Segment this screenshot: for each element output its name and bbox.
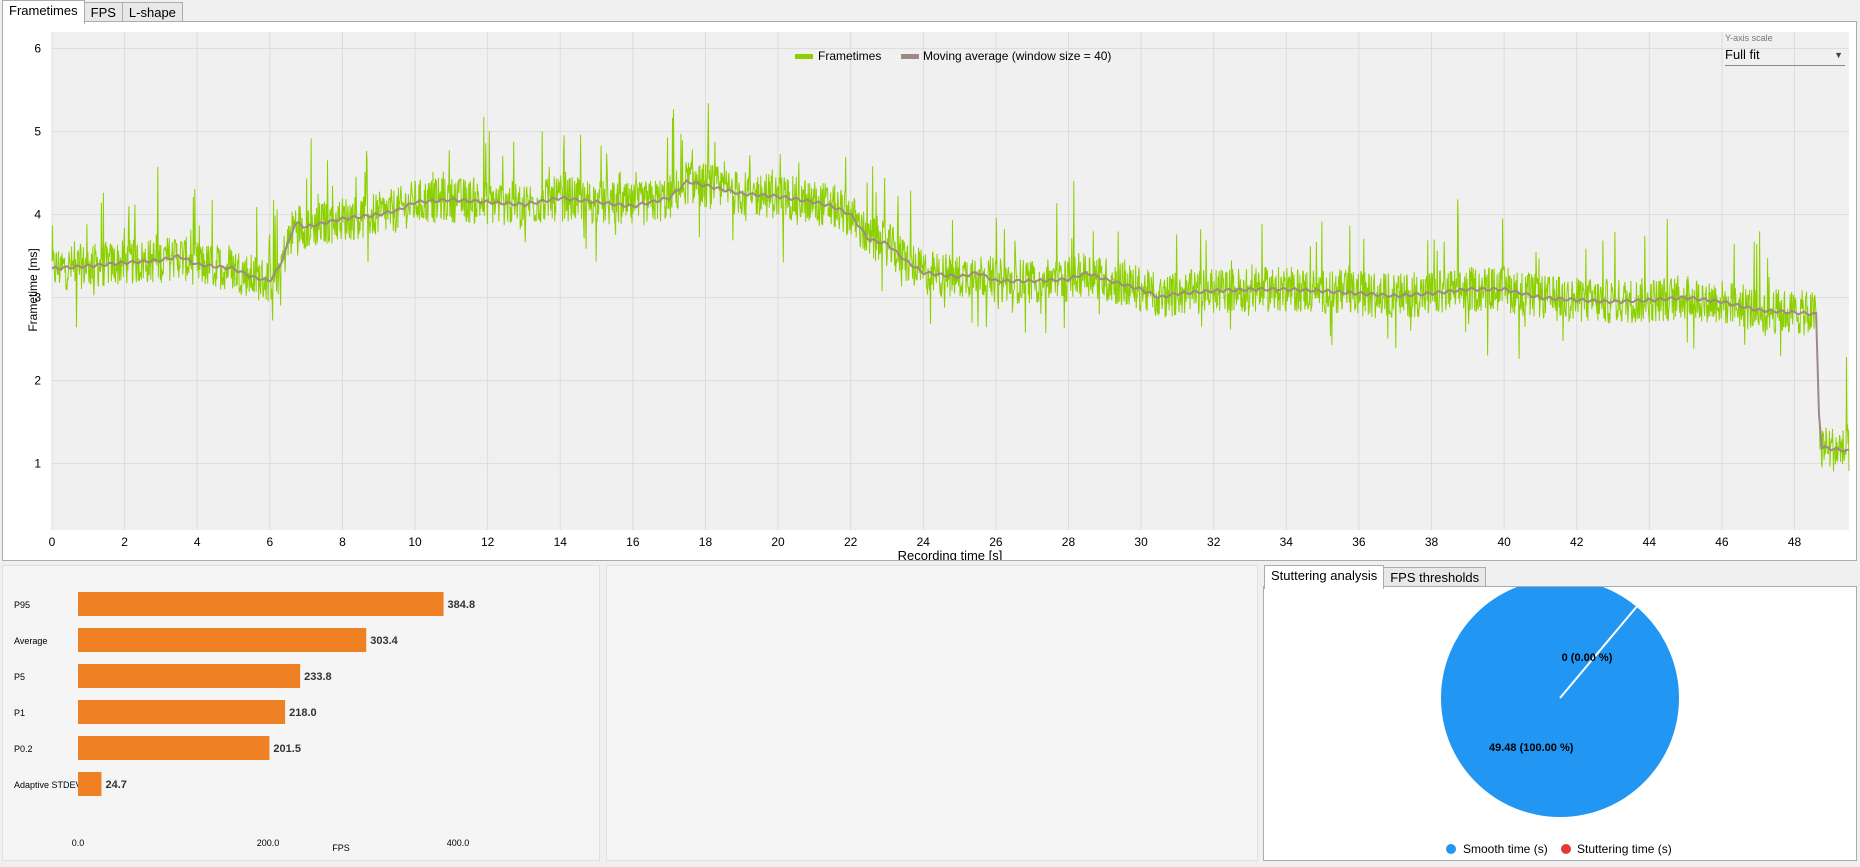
bar [78, 772, 102, 796]
x-tick-label: 200.0 [257, 838, 280, 848]
x-tick-label: 30 [1134, 535, 1148, 549]
bar-category-label: Average [14, 636, 47, 646]
y-tick-label: 2 [34, 374, 41, 388]
x-tick-label: 34 [1280, 535, 1294, 549]
x-tick-label: 400.0 [447, 838, 470, 848]
pie-label-stuttering: 0 (0.00 %) [1562, 652, 1613, 664]
legend-dot-stuttering [1561, 844, 1571, 854]
y-tick-label: 1 [34, 457, 41, 471]
top-tabstrip: Frametimes FPS L-shape [2, 0, 183, 24]
bar-category-label: P1 [14, 708, 25, 718]
bar-value-label: 303.4 [370, 635, 398, 647]
x-tick-label: 48 [1788, 535, 1802, 549]
legend-swatch-moving-average [901, 54, 919, 59]
y-axis-scale-dropdown[interactable]: Y-axis scale Full fit ▼ [1725, 33, 1845, 66]
bar [78, 736, 270, 760]
y-tick-label: 3 [34, 291, 41, 305]
y-tick-label: 5 [34, 125, 41, 139]
x-tick-label: 44 [1643, 535, 1657, 549]
y-axis-scale-label: Y-axis scale [1725, 33, 1773, 43]
frametimes-series-line [51, 103, 1850, 472]
x-axis-label: FPS [332, 843, 350, 853]
bar-value-label: 233.8 [304, 671, 332, 683]
bar [78, 664, 301, 688]
tab-frametimes[interactable]: Frametimes [2, 0, 85, 24]
y-axis-scale-value: Full fit [1725, 47, 1760, 62]
x-tick-label: 12 [481, 535, 495, 549]
fps-bar-chart-panel: FPS P95 384.8 Average 303.4 P5 233.8 P1 218.0 P0… [2, 565, 600, 861]
bar-category-label: P0.2 [14, 744, 33, 754]
x-tick-labels: 0 2 4 6 8 10 12 14 16 18 20 22 24 26 28 30 32 34 36 38 40 42 4… [49, 535, 1802, 549]
bar-category-label: P95 [14, 600, 30, 610]
pie-slices [1441, 587, 1679, 817]
y-tick-label: 6 [34, 42, 41, 56]
bar-category-label: Adaptive STDEV [14, 780, 82, 790]
stuttering-pie-chart: Smooth time (s) Stuttering time (s) 49.4… [1441, 587, 1679, 856]
x-tick-label: 14 [554, 535, 568, 549]
bar-value-label: 201.5 [273, 743, 301, 755]
moving-average-series-line [51, 178, 1850, 454]
pie-slice [1559, 606, 1638, 699]
legend[interactable]: Frametimes Moving average (window size =… [795, 49, 1111, 63]
x-tick-label: 42 [1570, 535, 1584, 549]
empty-panel [606, 565, 1258, 861]
x-tick-label: 8 [339, 535, 346, 549]
x-tick-label: 26 [989, 535, 1003, 549]
stuttering-pie-panel: Smooth time (s) Stuttering time (s) 49.4… [1263, 586, 1857, 861]
y-tick-label: 4 [34, 208, 41, 222]
pie-slice [1441, 587, 1679, 817]
tab-fps-thresholds[interactable]: FPS thresholds [1383, 567, 1487, 589]
x-axis-label: Recording time [s] [898, 548, 1003, 560]
x-tick-label: 38 [1425, 535, 1439, 549]
x-tick-label: 18 [699, 535, 713, 549]
x-tick-label: 4 [194, 535, 201, 549]
x-tick-label: 36 [1352, 535, 1366, 549]
analysis-tabstrip: Stuttering analysis FPS thresholds [1264, 565, 1487, 589]
tab-fps[interactable]: FPS [83, 2, 123, 24]
x-tick-label: 2 [121, 535, 128, 549]
bar [78, 628, 367, 652]
x-tick-label: 6 [266, 535, 273, 549]
x-tick-label: 22 [844, 535, 858, 549]
x-tick-label: 28 [1062, 535, 1076, 549]
tab-l-shape[interactable]: L-shape [121, 2, 183, 24]
legend-label-stuttering: Stuttering time (s) [1577, 842, 1672, 856]
y-axis-label: Frametime [ms] [26, 248, 40, 331]
pie-label-smooth: 49.48 (100.00 %) [1489, 742, 1574, 754]
bar-value-label: 24.7 [105, 779, 126, 791]
fps-bar-chart: FPS P95 384.8 Average 303.4 P5 233.8 P1 218.0 P0… [14, 592, 476, 853]
x-tick-label: 40 [1497, 535, 1511, 549]
legend-label-moving-average: Moving average (window size = 40) [923, 49, 1111, 63]
legend-dot-smooth [1446, 844, 1456, 854]
x-tick-label: 24 [917, 535, 931, 549]
y-axis-scale-select[interactable]: Full fit ▼ [1725, 45, 1845, 66]
x-tick-label: 0.0 [72, 838, 85, 848]
legend-label-smooth: Smooth time (s) [1463, 842, 1548, 856]
x-tick-label: 20 [771, 535, 785, 549]
bar-category-label: P5 [14, 672, 25, 682]
x-tick-label: 46 [1715, 535, 1729, 549]
tab-stuttering-analysis[interactable]: Stuttering analysis [1264, 565, 1385, 589]
bar-value-label: 218.0 [289, 707, 317, 719]
y-tick-labels: 1 2 3 4 5 6 [34, 42, 41, 471]
chevron-down-icon[interactable]: ▼ [1834, 50, 1843, 60]
legend-swatch-frametimes [795, 54, 813, 59]
legend-label-frametimes: Frametimes [818, 49, 881, 63]
x-tick-label: 16 [626, 535, 640, 549]
bar [78, 700, 286, 724]
x-tick-label: 0 [49, 535, 56, 549]
x-tick-label: 32 [1207, 535, 1221, 549]
bar [78, 592, 444, 616]
pie-legend: Smooth time (s) Stuttering time (s) [1446, 842, 1672, 856]
x-tick-label: 10 [408, 535, 422, 549]
bar-value-label: 384.8 [448, 599, 476, 611]
